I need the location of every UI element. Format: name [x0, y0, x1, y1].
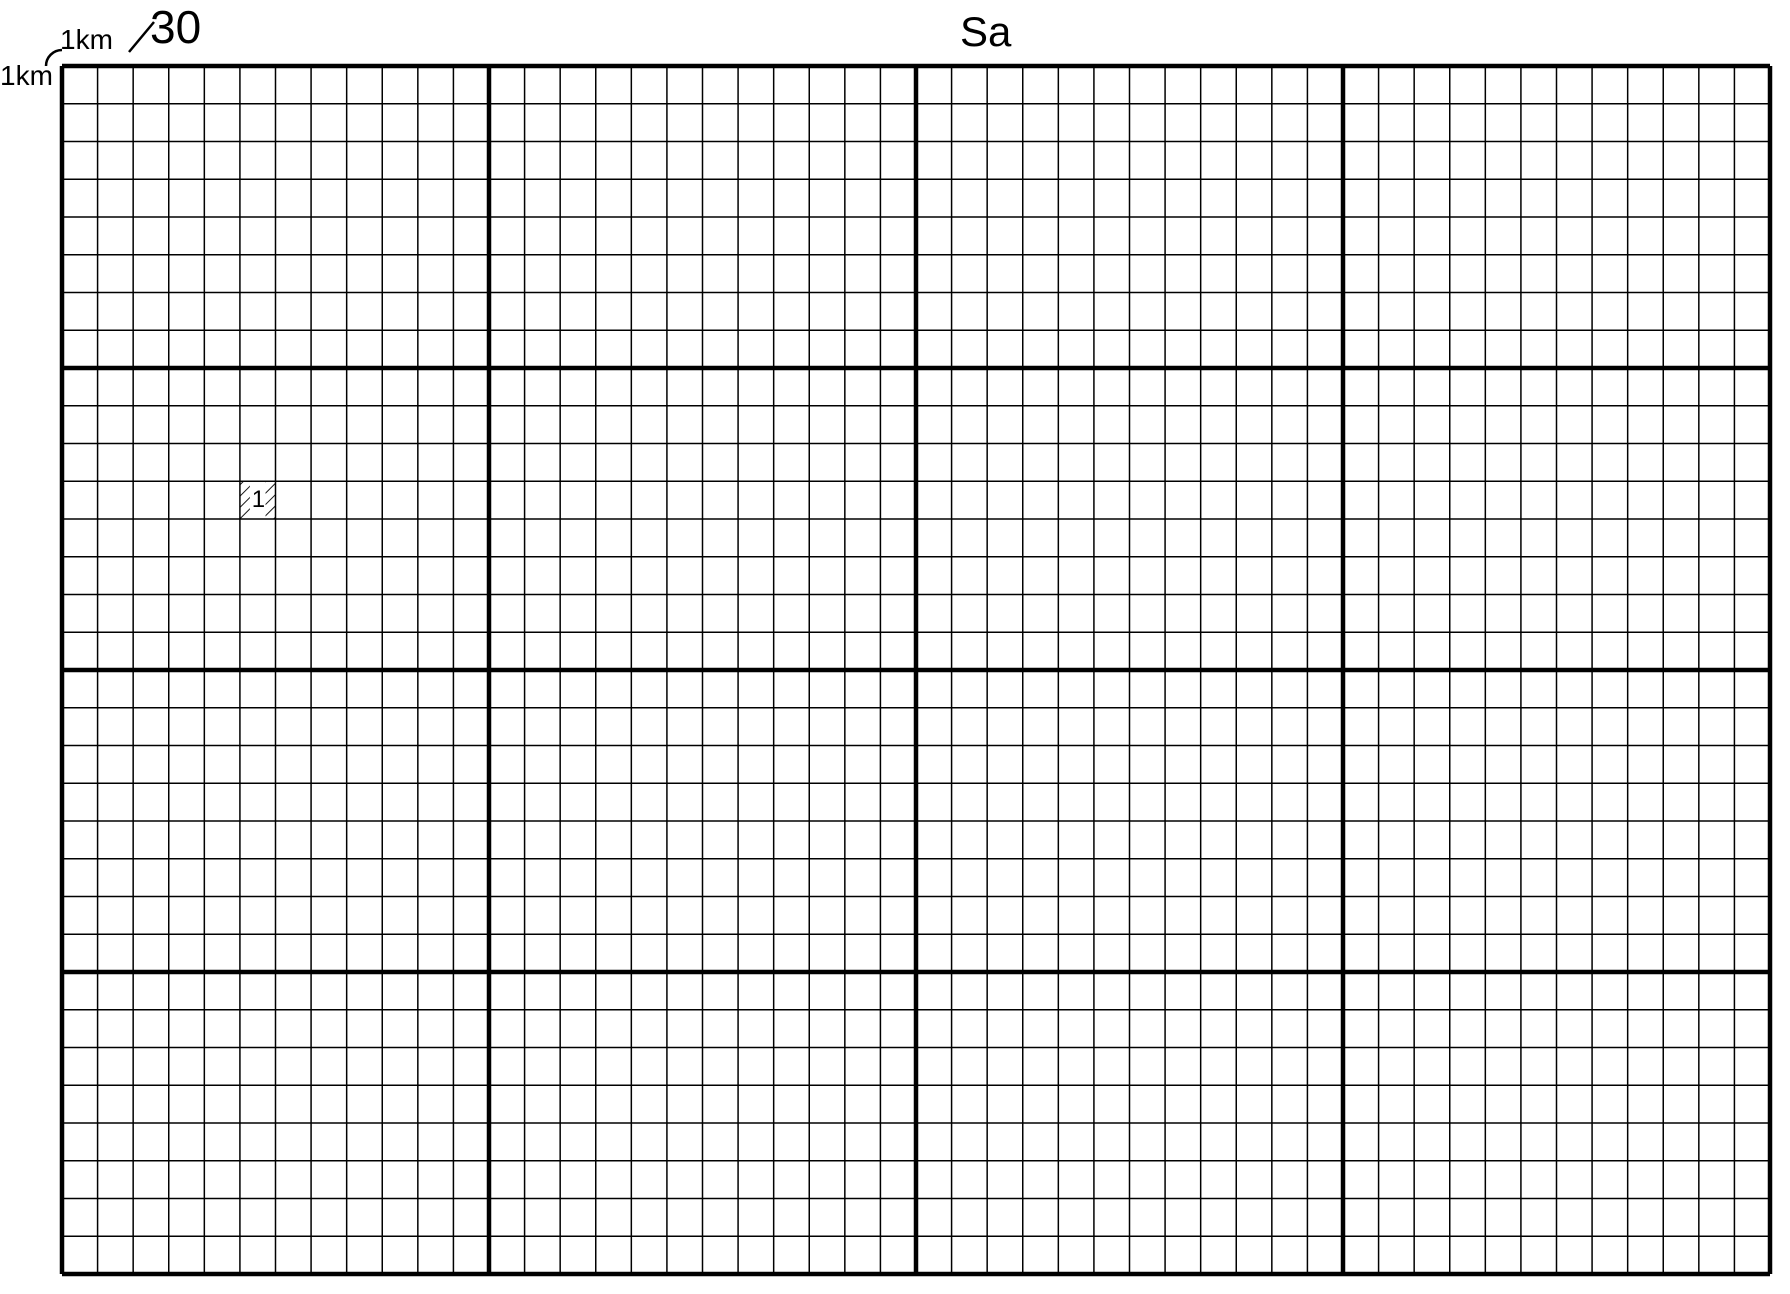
scale-label-horizontal: 1km [60, 24, 113, 56]
diagram-canvas: 30 Sa 1km 1km 1 [0, 0, 1790, 1294]
highlighted-cell-hatch [240, 481, 250, 519]
scale-label-vertical: 1km [0, 60, 53, 92]
title-label: Sa [960, 8, 1011, 56]
highlighted-cell-label: 1 [252, 486, 265, 514]
callout-number: 30 [150, 0, 201, 54]
grid-svg [0, 0, 1790, 1294]
highlighted-cell-hatch [266, 481, 276, 519]
